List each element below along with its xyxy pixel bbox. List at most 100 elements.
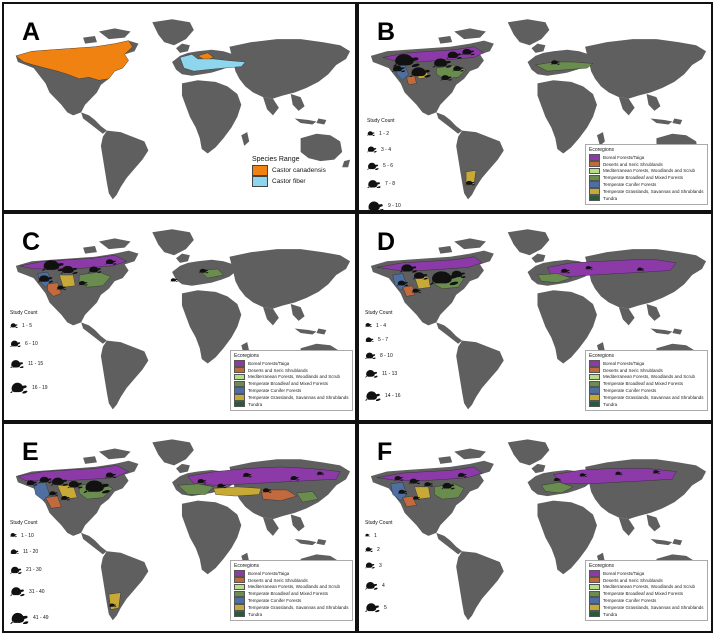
legend-swatch (589, 160, 600, 168)
world-map (15, 439, 351, 621)
legend-swatch (589, 610, 600, 618)
map-panel-c: C Study Count 1 - 5 6 - 10 11 - 15 16 - 19 Eco… (2, 212, 357, 422)
beaver-icon (10, 548, 19, 557)
legend-swatch (589, 373, 600, 381)
legend-label: Boreal Forests/Taiga (603, 360, 645, 366)
panel-label: D (377, 228, 396, 256)
legend-swatch (589, 188, 600, 195)
region-boreal (547, 259, 677, 277)
legend-swatch (589, 366, 600, 374)
study-count-range: 4 (382, 583, 385, 589)
beaver-icon (367, 145, 377, 155)
region-temperate-grasslands (57, 485, 78, 500)
legend-label: Temperate Grasslands, Savannas and Shrub… (603, 188, 704, 194)
ecoregions-legend: Ecoregions Boreal Forests/Taiga Deserts an… (585, 144, 708, 205)
legend-label: Temperate Grasslands, Savannas and Shrub… (248, 394, 349, 400)
legend-item: Temperate Grasslands, Savannas and Shrub… (234, 394, 349, 401)
beaver-icon (10, 532, 17, 539)
legend-label: Mediterranean Forests, Woodlands and Scr… (603, 168, 695, 174)
study-count-item: 8 - 10 (365, 350, 393, 362)
world-map (370, 229, 707, 410)
study-count-range: 7 - 8 (385, 181, 396, 187)
legend-item: Boreal Forests/Taiga (589, 570, 704, 577)
panel-label: C (22, 228, 41, 256)
legend-label: Boreal Forests/Taiga (603, 154, 645, 160)
world-map (15, 19, 351, 200)
world-map (15, 229, 351, 410)
legend-item: Temperate Broadleaf and Mixed Forests (234, 590, 349, 598)
study-count-title: Study Count (367, 118, 395, 124)
legend-swatch (234, 610, 245, 618)
region-castor-canadensis (15, 40, 133, 81)
legend-item: Temperate Broadleaf and Mixed Forests (589, 590, 704, 598)
beaver-icon (365, 368, 378, 380)
legend-swatch (234, 394, 245, 401)
legend-label: Tundra (603, 195, 618, 201)
legend-label: Temperate Conifer Forests (603, 598, 657, 604)
legend-item: Tundra (589, 610, 704, 618)
map-panel-b: B Study Count 1 - 2 3 - 4 5 - 6 7 - 8 9 - 10 Ec… (357, 2, 713, 212)
legend-item: Deserts and Xeric Shrublands (234, 366, 349, 374)
study-count-item: 3 (365, 560, 382, 572)
study-count-item: 6 - 10 (10, 338, 38, 350)
legend-swatch (234, 387, 245, 394)
region-temperate-broadleaf (296, 491, 319, 503)
beaver-icon (365, 561, 375, 571)
region-boreal (187, 466, 341, 486)
beaver-icon (365, 546, 373, 554)
legend-swatch (589, 360, 600, 367)
legend-title: Ecoregions (589, 353, 615, 359)
legend-label: Deserts and Xeric Shrublands (603, 367, 663, 373)
beaver-icon (10, 339, 21, 349)
legend-title: Ecoregions (234, 563, 260, 569)
study-count-range: 16 - 19 (32, 385, 48, 391)
legend-swatch (589, 380, 600, 388)
legend-label: Mediterranean Forests, Woodlands and Scr… (248, 584, 340, 590)
legend-swatch (589, 174, 600, 182)
study-count-range: 1 - 4 (376, 323, 387, 329)
panel-label: E (22, 438, 39, 466)
study-count-title: Study Count (10, 520, 38, 526)
study-count-range: 2 (377, 547, 380, 553)
beaver-icon (10, 358, 24, 371)
legend-item: Deserts and Xeric Shrublands (589, 576, 704, 584)
legend-item: Deserts and Xeric Shrublands (234, 576, 349, 584)
region-deserts (402, 495, 417, 507)
beaver-icon (365, 336, 374, 345)
region-castor-fiber (179, 54, 246, 72)
legend-title: Ecoregions (589, 563, 615, 569)
legend-swatch (589, 590, 600, 598)
map-panel-f: F Study Count 1 2 3 4 5 Ecoregions Boreal Forest… (357, 422, 713, 633)
region-temperate-broadleaf (177, 483, 214, 495)
legend-swatch (234, 597, 245, 604)
legend-swatch (589, 576, 600, 584)
study-count-range: 5 - 6 (383, 163, 394, 169)
legend-item: Tundra (234, 610, 349, 618)
study-count-item: 14 - 16 (365, 390, 401, 402)
legend-swatch (234, 366, 245, 374)
study-count-item: 1 - 4 (365, 320, 386, 332)
beaver-icon (365, 533, 370, 539)
legend-label: Temperate Conifer Forests (248, 598, 302, 604)
beaver-icon (365, 601, 380, 614)
beaver-icon (367, 130, 375, 138)
legend-label: Deserts and Xeric Shrublands (248, 577, 308, 583)
study-count-item: 1 (365, 530, 377, 542)
legend-label: Temperate Grasslands, Savannas and Shrub… (603, 394, 704, 400)
study-count-item: 31 - 40 (10, 586, 45, 598)
region-temperate-grasslands (213, 486, 262, 497)
study-count-item: 5 - 7 (365, 334, 388, 346)
beaver-icon (365, 351, 376, 361)
legend-swatch (589, 154, 600, 161)
legend-swatch (234, 604, 245, 611)
legend-item: Temperate Conifer Forests (234, 387, 349, 394)
legend-swatch (252, 165, 268, 176)
beaver-icon (367, 199, 384, 212)
study-count-range: 3 - 4 (381, 147, 392, 153)
legend-item: Boreal Forests/Taiga (234, 570, 349, 577)
study-count-title: Study Count (365, 310, 393, 316)
region-temperate-grasslands (414, 486, 431, 500)
map-panel-a: A Species Range Castor canadensis Castor fi… (2, 2, 357, 212)
legend-label: Tundra (603, 611, 618, 617)
legend-item: Mediterranean Forests, Woodlands and Scr… (589, 583, 704, 591)
